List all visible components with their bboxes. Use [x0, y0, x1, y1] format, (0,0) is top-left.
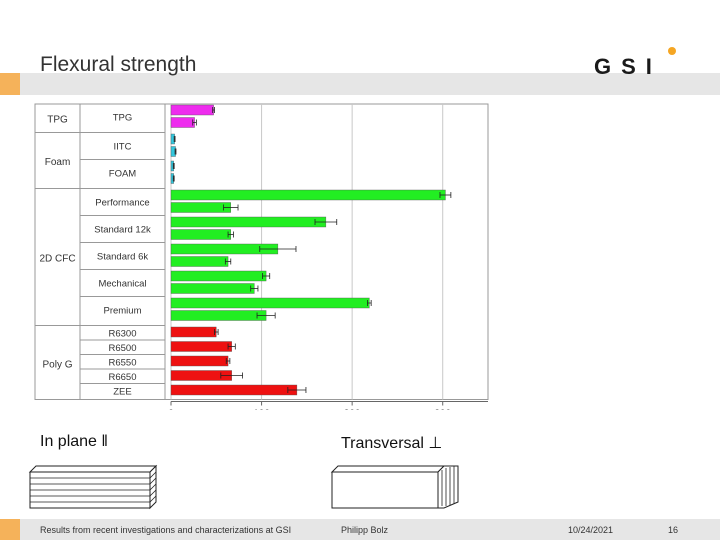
- group-label: Poly G: [42, 359, 72, 370]
- title-bar: [0, 73, 720, 95]
- bar: [170, 283, 255, 294]
- title-accent: [0, 73, 20, 95]
- group-label: 2D CFC: [39, 254, 75, 265]
- subgroup-label: FOAM: [109, 169, 137, 180]
- bar: [170, 189, 446, 201]
- footer-author: Philipp Bolz: [341, 525, 389, 535]
- subgroup-label: Premium: [103, 306, 141, 317]
- in-plane-layers-sketch: [28, 464, 158, 510]
- gsi-logo: GSI: [594, 47, 676, 76]
- bar: [170, 341, 232, 352]
- bar: [170, 310, 267, 321]
- x-tick-label: 300: [434, 409, 451, 411]
- bar: [170, 117, 195, 128]
- gsi-logo-letters: GSI: [594, 54, 662, 76]
- subgroup-label: Standard 6k: [97, 252, 148, 263]
- flexural-strength-chart: TPG TPG Foam IITC FOAM 2D CFC Performance Stand…: [34, 103, 489, 411]
- subgroup-label: TPG: [113, 113, 133, 124]
- bar: [170, 216, 327, 228]
- bar: [170, 229, 231, 240]
- gsi-logo-dot: [668, 47, 676, 55]
- bar: [170, 355, 229, 367]
- subgroup-label: Standard 12k: [94, 225, 151, 236]
- footer-date: 10/24/2021: [568, 525, 614, 535]
- group-label: TPG: [47, 115, 68, 126]
- bar: [170, 202, 231, 213]
- bar: [170, 270, 267, 282]
- group-label: Foam: [45, 157, 71, 168]
- bar: [170, 326, 217, 338]
- caption-in-plane: In plane ǁ: [40, 433, 108, 450]
- footer-bar: [0, 519, 720, 540]
- footer-accent: [0, 519, 20, 540]
- bar: [170, 384, 298, 396]
- subgroup-label: Mechanical: [98, 279, 146, 290]
- subgroup-label: R6300: [109, 328, 137, 339]
- subgroup-label: R6550: [109, 357, 137, 368]
- bar: [170, 256, 229, 267]
- page-number: 16: [668, 525, 679, 535]
- caption-transversal: Transversal ⊥: [341, 435, 443, 452]
- x-tick-label: 100: [253, 409, 270, 411]
- slide-title: Flexural strength: [40, 53, 197, 76]
- footer-title: Results from recent investigations and c…: [40, 525, 292, 535]
- bar: [170, 104, 214, 116]
- x-tick-label: 0: [168, 409, 174, 411]
- subgroup-label: ZEE: [113, 386, 131, 397]
- subgroup-label: R6650: [109, 372, 137, 383]
- transversal-layers-sketch: [330, 465, 459, 509]
- subgroup-label: R6500: [109, 343, 137, 354]
- subgroup-label: Performance: [95, 198, 149, 209]
- subgroup-label: IITC: [114, 142, 132, 153]
- bar: [170, 297, 370, 309]
- x-tick-label: 200: [344, 409, 361, 411]
